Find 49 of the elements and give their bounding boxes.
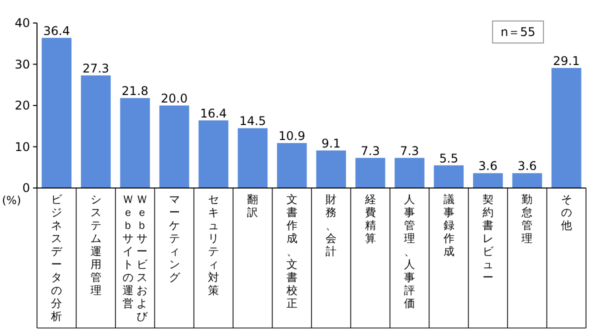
y-tick-label: 40 bbox=[14, 16, 30, 30]
bar bbox=[198, 120, 228, 188]
data-label: 36.4 bbox=[43, 24, 70, 38]
category-label: ビジネスデータの分析 bbox=[51, 193, 62, 323]
annotation: n＝55 bbox=[500, 25, 536, 39]
data-label: 3.6 bbox=[478, 159, 498, 174]
bar bbox=[276, 143, 307, 188]
data-label: 9.1 bbox=[322, 136, 341, 150]
x-tick-label: マーケティング bbox=[168, 193, 182, 286]
data-label: 5.5 bbox=[439, 151, 458, 166]
bar bbox=[80, 75, 111, 188]
bar bbox=[238, 128, 268, 188]
y-tick-label: 0 bbox=[22, 181, 30, 195]
data-label: 7.3 bbox=[400, 144, 420, 158]
x-tick-label: システム運用管理 bbox=[89, 193, 102, 299]
data-label: 27.3 bbox=[82, 61, 110, 76]
data-label: 14.5 bbox=[239, 114, 266, 128]
bar bbox=[42, 38, 72, 188]
y-tick-label: 20 bbox=[14, 98, 30, 112]
x-tick-label: 議事録作成 bbox=[442, 193, 456, 260]
bar bbox=[394, 158, 424, 188]
data-label: 21.8 bbox=[122, 84, 148, 98]
x-tick-label: セキュリティ対策 bbox=[206, 193, 220, 299]
bar bbox=[512, 173, 542, 188]
data-label: 29.1 bbox=[553, 54, 580, 68]
data-label: 16.4 bbox=[200, 106, 227, 120]
bar bbox=[120, 98, 150, 188]
bar bbox=[473, 173, 503, 188]
data-label: 3.6 bbox=[518, 159, 537, 174]
y-tick-label: 30 bbox=[14, 57, 30, 72]
x-tick-label: 財務、会計 bbox=[324, 193, 338, 260]
x-tick-label: 翻訳 bbox=[246, 193, 260, 221]
bar bbox=[551, 68, 582, 188]
x-tick-label: 経費精算 bbox=[364, 193, 377, 247]
bar bbox=[434, 165, 464, 188]
category-label: ＷｅｂサービスおよびＷｅｂサイトの運営 bbox=[122, 193, 148, 323]
data-label: 20.0 bbox=[160, 92, 188, 106]
data-label: 10.9 bbox=[278, 129, 306, 144]
bar bbox=[316, 150, 346, 188]
y-axis-title: (%) bbox=[2, 194, 22, 207]
y-tick-label: 10 bbox=[14, 140, 30, 154]
category-label: 文書作成、文書校正 bbox=[286, 193, 298, 310]
category-label: 人事管理、人事評価 bbox=[404, 193, 416, 310]
x-tick-label: その他 bbox=[560, 193, 573, 234]
data-label: 7.3 bbox=[360, 144, 380, 158]
bar bbox=[159, 106, 190, 188]
bar bbox=[355, 158, 386, 188]
x-tick-label: 契約書レビュー bbox=[481, 193, 494, 286]
x-tick-label: 勤怠管理 bbox=[520, 193, 534, 247]
